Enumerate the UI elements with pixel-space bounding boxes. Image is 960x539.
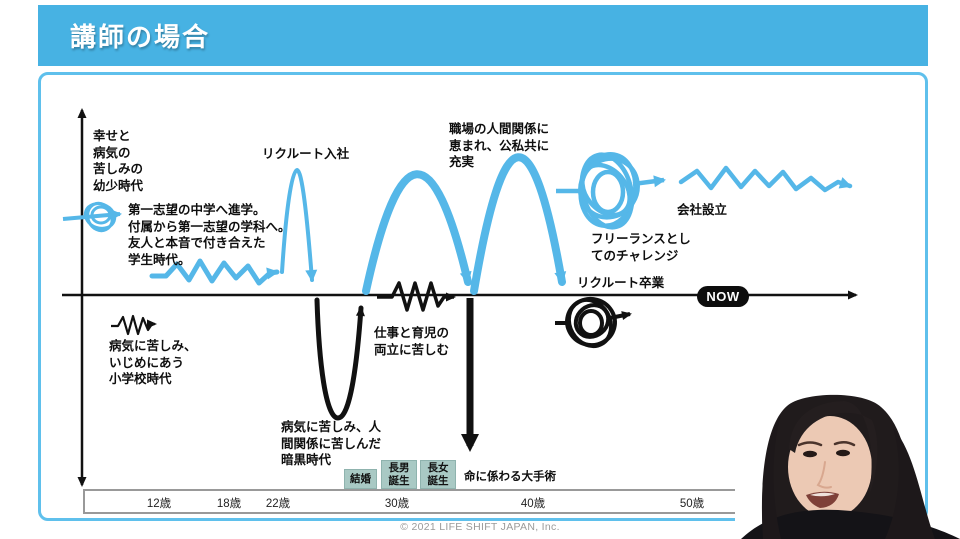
event-box-marriage: 結婚 [344,469,377,489]
label-elementary: 病気に苦しみ、 いじめにあう 小学校時代 [109,339,197,386]
label-happy-childhood: 幸せと 病気の 苦しみの 幼少時代 [93,129,144,193]
label-recruit-join: リクルート入社 [262,147,350,161]
webcam-background [735,450,918,539]
label-surgery: 命に係わる大手術 [464,471,556,483]
age-tick-22: 22歳 [265,498,291,510]
age-tick-18: 18歳 [216,498,242,510]
event-box-first-son: 長男 誕生 [381,460,417,489]
age-tick-30: 30歳 [384,498,410,510]
age-tick-50: 50歳 [679,498,705,510]
page-title: 講師の場合 [70,22,211,52]
age-tick-40: 40歳 [520,498,546,510]
slide-header: 講師の場合 [38,5,928,66]
label-dark-age: 病気に苦しみ、人 間関係に苦しんだ 暗黒時代 [281,420,382,467]
event-box-first-daughter: 長女 誕生 [420,460,456,489]
copyright-note: © 2021 LIFE SHIFT JAPAN, Inc. [400,521,560,533]
age-tick-12: 12歳 [146,498,172,510]
label-company-founding: 会社設立 [677,203,728,217]
label-work-childcare: 仕事と育児の 両立に苦しむ [374,326,450,357]
now-badge: NOW [697,286,749,307]
label-junior-high: 第一志望の中学へ進学。 付属から第一志望の学科へ。 友人と本音で付き合えた 学生… [128,203,291,267]
label-workplace: 職場の人間関係に 恵まれ、公私共に 充実 [449,122,550,169]
label-recruit-graduation: リクルート卒業 [577,276,665,290]
label-freelance: フリーランスとし てのチャレンジ [591,232,691,263]
